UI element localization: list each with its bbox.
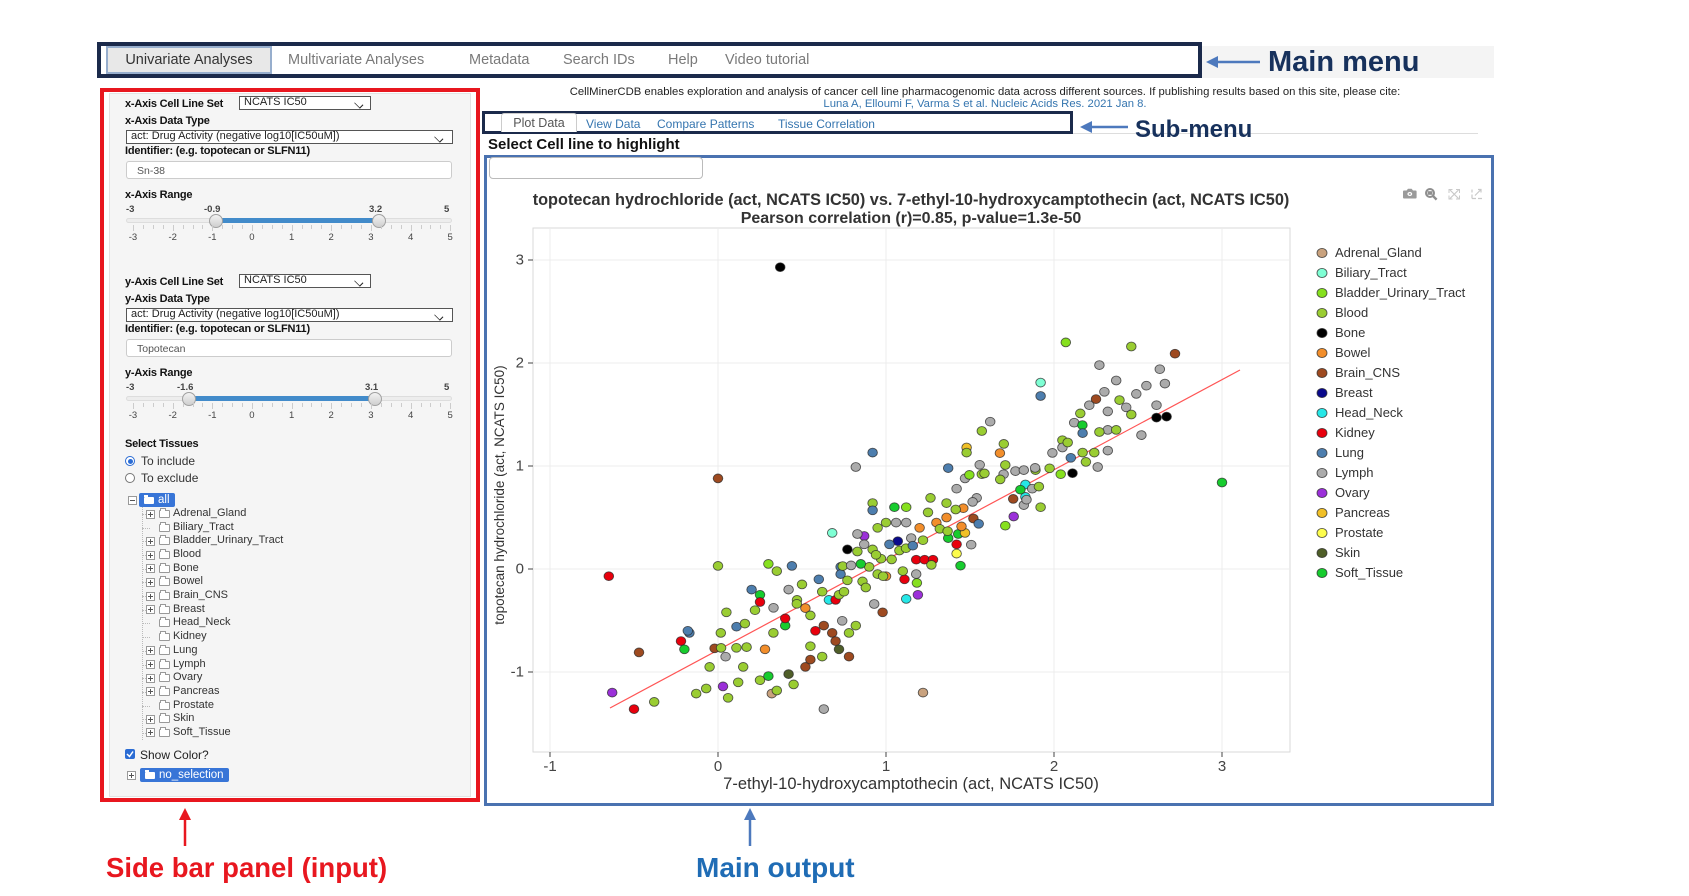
svg-text:Adrenal_Gland: Adrenal_Gland <box>1335 245 1422 260</box>
svg-text:0: 0 <box>516 561 524 578</box>
svg-text:-1: -1 <box>543 758 556 775</box>
svg-text:0: 0 <box>714 758 722 775</box>
svg-text:Pancreas: Pancreas <box>1335 505 1390 520</box>
svg-text:Biliary_Tract: Biliary_Tract <box>1335 265 1407 280</box>
svg-text:1: 1 <box>882 758 890 775</box>
svg-text:Bowel: Bowel <box>1335 345 1371 360</box>
svg-text:Lymph: Lymph <box>1335 465 1374 480</box>
svg-text:Head_Neck: Head_Neck <box>1335 405 1403 420</box>
svg-text:7-ethyl-10-hydroxycamptothecin: 7-ethyl-10-hydroxycamptothecin (act, NCA… <box>723 775 1099 793</box>
svg-text:topotecan hydrochloride (act,: topotecan hydrochloride (act, NCATS IC50… <box>492 365 507 624</box>
svg-text:topotecan hydrochloride (act,: topotecan hydrochloride (act, NCATS IC50… <box>533 191 1290 209</box>
svg-text:1: 1 <box>516 458 524 475</box>
svg-text:Prostate: Prostate <box>1335 525 1383 540</box>
svg-text:Blood: Blood <box>1335 305 1368 320</box>
svg-text:Soft_Tissue: Soft_Tissue <box>1335 565 1403 580</box>
svg-text:Breast: Breast <box>1335 385 1373 400</box>
svg-text:Bone: Bone <box>1335 325 1365 340</box>
svg-text:Ovary: Ovary <box>1335 485 1370 500</box>
svg-text:3: 3 <box>516 252 524 269</box>
svg-text:2: 2 <box>1050 758 1058 775</box>
svg-text:Brain_CNS: Brain_CNS <box>1335 365 1400 380</box>
svg-text:-1: -1 <box>511 664 524 681</box>
svg-text:Bladder_Urinary_Tract: Bladder_Urinary_Tract <box>1335 285 1466 300</box>
svg-text:Kidney: Kidney <box>1335 425 1375 440</box>
svg-text:2: 2 <box>516 355 524 372</box>
svg-text:Lung: Lung <box>1335 445 1364 460</box>
svg-text:3: 3 <box>1218 758 1226 775</box>
svg-text:Skin: Skin <box>1335 545 1360 560</box>
svg-text:Pearson correlation (r)=0.85,: Pearson correlation (r)=0.85, p-value=1.… <box>741 210 1082 227</box>
